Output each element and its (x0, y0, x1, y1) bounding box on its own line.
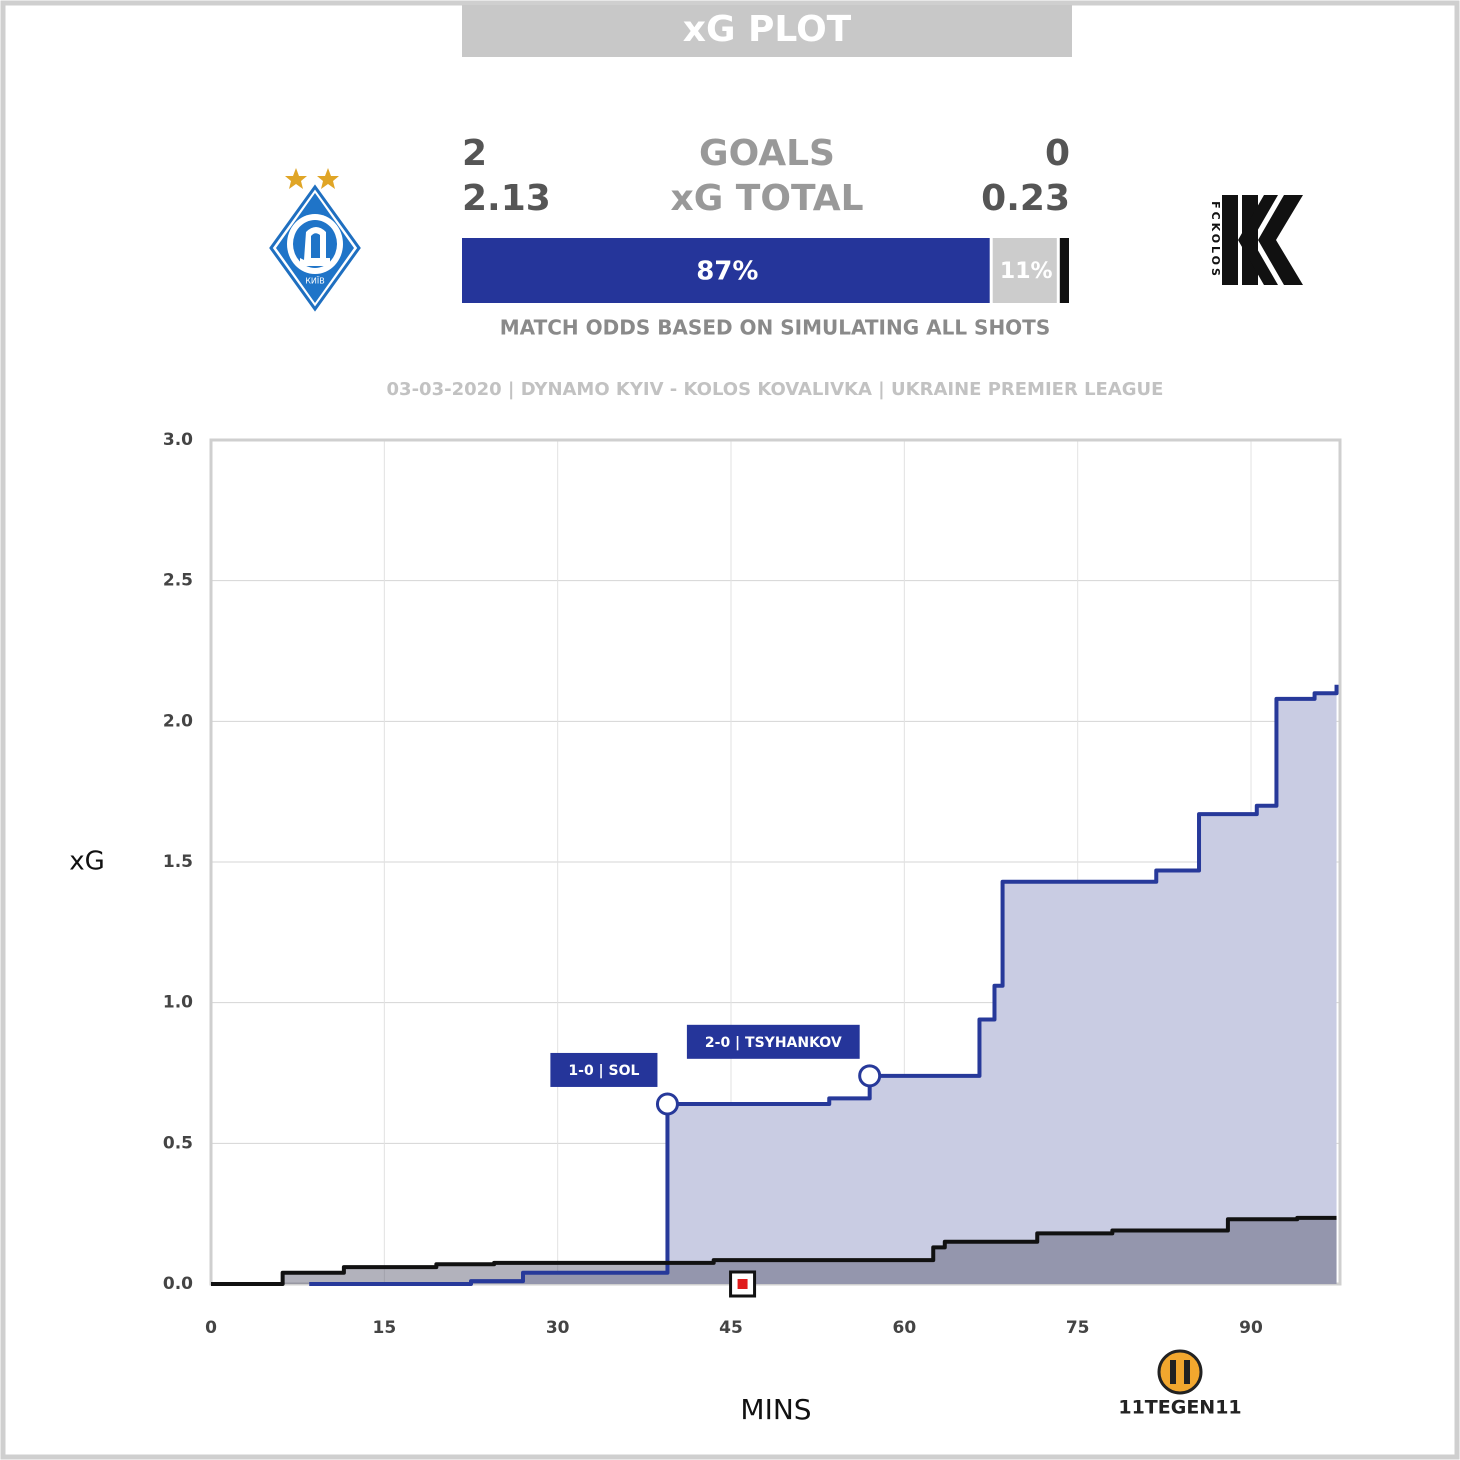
title-bar (462, 5, 1072, 57)
kolos-logo: FCKOLOS (1209, 195, 1303, 285)
y-tick-label: 3.0 (163, 430, 193, 450)
half-time-dot (737, 1279, 748, 1289)
xg-line (211, 1215, 1337, 1286)
dynamo-logo: КИЇВ (269, 168, 361, 312)
x-tick-label: 60 (893, 1318, 917, 1338)
y-axis-label: xG (69, 847, 105, 877)
odds-label: 11% (1000, 259, 1053, 284)
plot: 0.0 0.5 1.0 1.5 2.0 2.5 3.0 0 15 30 45 60 75 90 1-0 | … (163, 430, 1342, 1338)
away-xg: 0.23 (981, 178, 1070, 219)
xg-label: xG TOTAL (670, 178, 863, 219)
goal-marker (858, 1064, 882, 1088)
odds-segment (462, 238, 990, 303)
odds-segment (1059, 238, 1069, 303)
x-tick-label: 75 (1066, 1318, 1090, 1338)
brand: 11TEGEN11 (1118, 1397, 1241, 1419)
home-xg: 2.13 (462, 178, 551, 219)
title: xG PLOT (683, 9, 852, 50)
x-axis-label: MINS (740, 1393, 811, 1426)
y-tick-label: 0.5 (163, 1133, 193, 1153)
x-tick-label: 0 (205, 1318, 217, 1338)
goal-marker (655, 1092, 679, 1116)
odds-segment (992, 238, 1057, 303)
brand-logo: 11TEGEN11 (1118, 1349, 1242, 1419)
xg-line (309, 684, 1339, 1286)
odds-bar: 87% 11% (462, 238, 1069, 303)
goal-label-box (686, 1024, 860, 1059)
y-tick-label: 2.0 (163, 711, 193, 731)
y-tick-label: 1.0 (163, 993, 193, 1013)
goal-label-box (550, 1052, 658, 1087)
x-tick-label: 90 (1239, 1318, 1263, 1338)
note: MATCH ODDS BASED ON SIMULATING ALL SHOTS (500, 316, 1050, 340)
x-tick-label: 45 (719, 1318, 743, 1338)
goal-label: 2-0 | TSYHANKOV (705, 1035, 842, 1051)
xg-area (309, 684, 1337, 1284)
y-tick-label: 2.5 (163, 571, 193, 591)
y-tick-label: 0.0 (163, 1274, 193, 1294)
scoreboard: 2 GOALS 0 2.13 xG TOTAL 0.23 (462, 133, 1070, 219)
odds-label: 87% (696, 257, 758, 287)
y-tick-label: 1.5 (163, 852, 193, 872)
match-info: 03-03-2020 | DYNAMO KYIV - KOLOS KOVALIV… (387, 379, 1164, 400)
goal-label: 1-0 | SOL (568, 1063, 639, 1079)
x-tick-label: 15 (373, 1318, 397, 1338)
kolos-logo-text: FCKOLOS (1209, 201, 1222, 279)
goals-label: GOALS (699, 133, 835, 174)
home-goals: 2 (462, 133, 487, 174)
away-goals: 0 (1045, 133, 1070, 174)
x-tick-label: 30 (546, 1318, 570, 1338)
dynamo-logo-text: КИЇВ (305, 276, 325, 286)
